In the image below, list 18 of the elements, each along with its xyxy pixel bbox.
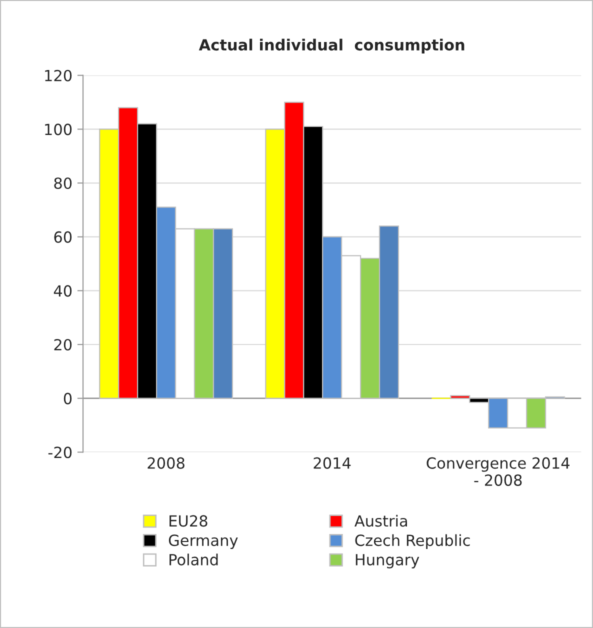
y-tick-label: 40 — [54, 285, 72, 297]
y-tick-label: -20 — [48, 446, 72, 458]
legend-label: Austria — [354, 514, 407, 527]
x-tick-label: 2014 — [314, 457, 351, 469]
legend-label: Poland — [170, 554, 218, 566]
x-tick-label: Convergence 2014 - 2008 — [426, 457, 570, 486]
x-tick-label: 2008 — [148, 457, 184, 469]
y-tick-label: 80 — [54, 177, 72, 190]
chart-title: Actual individual consumption — [198, 38, 464, 54]
y-tick-label: 20 — [54, 338, 72, 351]
y-tick-label: 60 — [54, 231, 72, 243]
y-tick-label: 100 — [45, 124, 72, 136]
legend-label: Hungary — [356, 554, 420, 568]
legend-label: EU28 — [170, 515, 208, 527]
legend-label: Czech Republic — [355, 534, 470, 550]
legend-label: Germany — [168, 534, 238, 550]
y-tick-label: 0 — [64, 392, 72, 404]
y-tick-label: 120 — [45, 70, 72, 82]
